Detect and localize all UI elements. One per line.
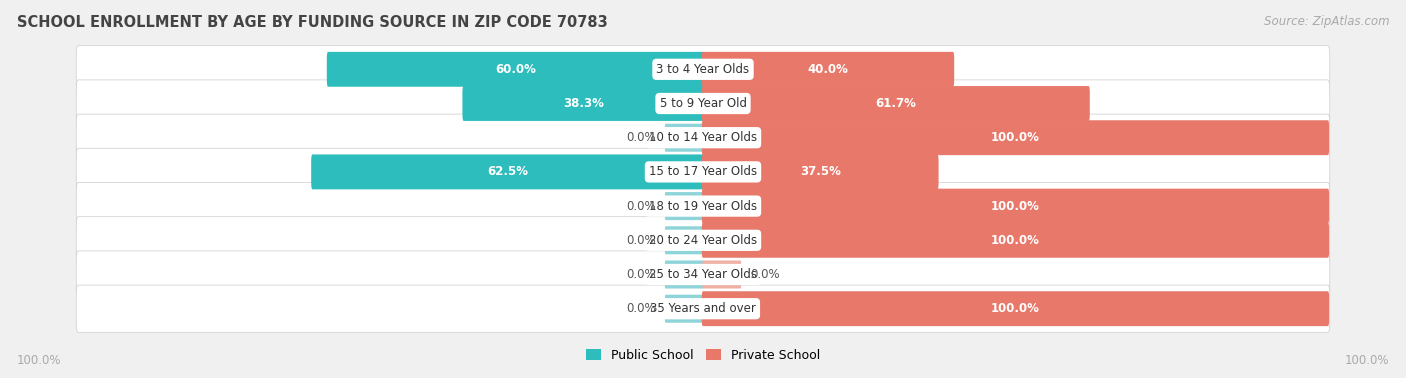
FancyBboxPatch shape [665,124,703,152]
Text: 100.0%: 100.0% [991,234,1040,247]
Text: Source: ZipAtlas.com: Source: ZipAtlas.com [1264,15,1389,28]
Text: 0.0%: 0.0% [627,302,657,315]
Text: 0.0%: 0.0% [627,234,657,247]
FancyBboxPatch shape [76,46,1330,93]
Text: 40.0%: 40.0% [807,63,848,76]
FancyBboxPatch shape [76,217,1330,264]
FancyBboxPatch shape [76,285,1330,332]
Text: 5 to 9 Year Old: 5 to 9 Year Old [659,97,747,110]
FancyBboxPatch shape [76,114,1330,161]
FancyBboxPatch shape [76,183,1330,230]
FancyBboxPatch shape [665,192,703,220]
Text: 0.0%: 0.0% [627,131,657,144]
Text: 18 to 19 Year Olds: 18 to 19 Year Olds [650,200,756,212]
Legend: Public School, Private School: Public School, Private School [581,344,825,367]
Text: 62.5%: 62.5% [488,166,529,178]
Text: 100.0%: 100.0% [1344,354,1389,367]
Text: 25 to 34 Year Olds: 25 to 34 Year Olds [650,268,756,281]
FancyBboxPatch shape [702,155,939,189]
Text: 100.0%: 100.0% [991,200,1040,212]
FancyBboxPatch shape [76,148,1330,195]
FancyBboxPatch shape [702,223,1329,258]
FancyBboxPatch shape [326,52,704,87]
FancyBboxPatch shape [665,260,703,288]
FancyBboxPatch shape [702,120,1329,155]
FancyBboxPatch shape [703,260,741,288]
Text: 38.3%: 38.3% [562,97,603,110]
Text: 0.0%: 0.0% [627,200,657,212]
FancyBboxPatch shape [463,86,704,121]
Text: 15 to 17 Year Olds: 15 to 17 Year Olds [650,166,756,178]
Text: 100.0%: 100.0% [991,302,1040,315]
Text: 100.0%: 100.0% [17,354,62,367]
FancyBboxPatch shape [665,226,703,254]
Text: SCHOOL ENROLLMENT BY AGE BY FUNDING SOURCE IN ZIP CODE 70783: SCHOOL ENROLLMENT BY AGE BY FUNDING SOUR… [17,15,607,30]
Text: 10 to 14 Year Olds: 10 to 14 Year Olds [650,131,756,144]
Text: 3 to 4 Year Olds: 3 to 4 Year Olds [657,63,749,76]
FancyBboxPatch shape [76,251,1330,298]
Text: 61.7%: 61.7% [876,97,917,110]
FancyBboxPatch shape [311,155,704,189]
Text: 35 Years and over: 35 Years and over [650,302,756,315]
Text: 20 to 24 Year Olds: 20 to 24 Year Olds [650,234,756,247]
Text: 60.0%: 60.0% [495,63,536,76]
Text: 100.0%: 100.0% [991,131,1040,144]
FancyBboxPatch shape [702,86,1090,121]
FancyBboxPatch shape [702,52,955,87]
Text: 37.5%: 37.5% [800,166,841,178]
FancyBboxPatch shape [702,189,1329,223]
FancyBboxPatch shape [702,291,1329,326]
Text: 0.0%: 0.0% [749,268,779,281]
Text: 0.0%: 0.0% [627,268,657,281]
FancyBboxPatch shape [76,80,1330,127]
FancyBboxPatch shape [665,295,703,323]
